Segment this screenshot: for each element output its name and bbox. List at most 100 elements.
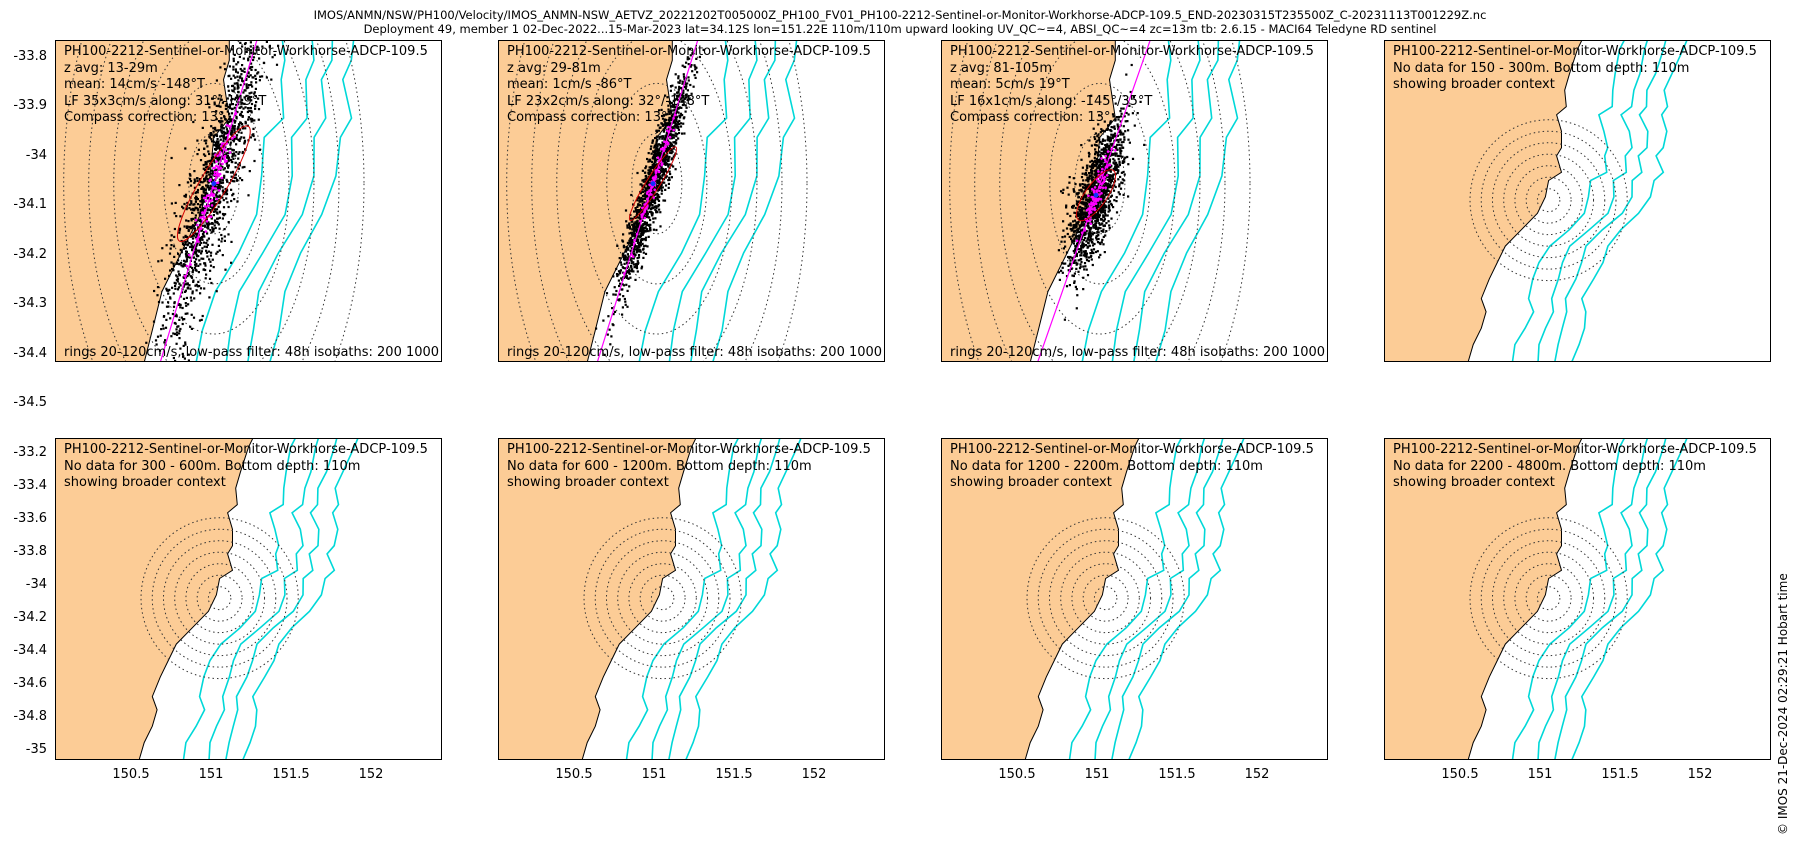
velocity-point (1069, 255, 1072, 259)
velocity-point (641, 202, 644, 205)
lowpass-point (1098, 193, 1101, 196)
velocity-point (649, 223, 652, 226)
velocity-point (1108, 179, 1111, 182)
lowpass-point (1088, 209, 1091, 212)
velocity-point (167, 289, 170, 292)
velocity-point (666, 113, 669, 116)
velocity-point (242, 107, 245, 110)
velocity-point (664, 184, 668, 187)
velocity-point (195, 253, 198, 256)
velocity-point (231, 148, 234, 151)
lowpass-point (201, 215, 205, 219)
velocity-point (640, 183, 643, 186)
velocity-point (671, 113, 674, 116)
velocity-point (227, 166, 230, 169)
velocity-point (207, 150, 210, 153)
velocity-point (171, 286, 174, 289)
velocity-point (1106, 187, 1109, 190)
velocity-point (228, 120, 231, 123)
lowpass-point (669, 127, 672, 131)
velocity-point (1074, 235, 1078, 238)
velocity-point (1072, 274, 1075, 278)
velocity-point (177, 252, 180, 255)
velocity-point (206, 186, 209, 189)
velocity-point (676, 97, 679, 100)
lowpass-point (660, 147, 664, 151)
velocity-point (1071, 239, 1074, 242)
velocity-point (169, 269, 172, 272)
velocity-point (633, 216, 636, 219)
velocity-point (188, 203, 191, 206)
velocity-point (224, 268, 227, 271)
velocity-point (669, 116, 673, 120)
velocity-point (230, 99, 233, 102)
velocity-point (159, 334, 162, 337)
velocity-point (235, 70, 238, 73)
velocity-point (191, 235, 194, 238)
velocity-point (206, 223, 209, 226)
lowpass-point (646, 197, 649, 200)
mean-vector-marker (1093, 192, 1099, 198)
velocity-point (180, 251, 183, 254)
velocity-point (245, 94, 248, 97)
velocity-point (209, 159, 212, 162)
lowpass-point (220, 176, 224, 180)
velocity-point (214, 185, 217, 188)
velocity-point (249, 45, 252, 48)
velocity-point (1089, 190, 1092, 193)
velocity-point (227, 159, 230, 162)
velocity-point (197, 271, 200, 274)
velocity-point (1088, 165, 1092, 168)
speed-ring (207, 586, 232, 611)
velocity-point (215, 191, 219, 194)
velocity-point (635, 226, 638, 229)
velocity-point (218, 120, 221, 123)
velocity-point (1071, 229, 1074, 232)
velocity-point (1084, 208, 1087, 211)
velocity-point (215, 79, 218, 82)
mean-vector-marker (211, 181, 217, 187)
velocity-point (209, 260, 212, 263)
velocity-point (675, 124, 678, 127)
velocity-point (1103, 164, 1106, 167)
panel-top-1-line-2: z avg: 13-29m (64, 60, 158, 76)
velocity-point (1128, 141, 1131, 144)
xtick: 151.5 (272, 767, 310, 782)
velocity-point (1079, 217, 1082, 220)
velocity-point (1098, 201, 1101, 204)
velocity-point (1088, 174, 1091, 177)
velocity-point (1104, 200, 1107, 203)
velocity-point (661, 181, 665, 184)
velocity-point (1087, 180, 1090, 183)
lowpass-point (223, 154, 227, 158)
velocity-point (622, 284, 626, 287)
velocity-point (650, 145, 653, 148)
velocity-point (681, 132, 684, 135)
isobath-line (225, 439, 338, 759)
velocity-point (690, 92, 693, 95)
velocity-point (666, 123, 669, 127)
velocity-point (189, 184, 193, 187)
velocity-point (641, 198, 644, 201)
velocity-point (1105, 185, 1108, 188)
velocity-point (234, 161, 237, 164)
velocity-point (648, 216, 651, 219)
velocity-point (653, 201, 656, 204)
velocity-point (202, 231, 205, 234)
velocity-point (639, 236, 642, 239)
velocity-point (233, 198, 236, 201)
velocity-point (1117, 118, 1120, 121)
velocity-point (169, 247, 172, 250)
velocity-point (234, 120, 237, 123)
speed-ring (63, 41, 365, 361)
velocity-point (656, 175, 660, 178)
lowpass-point (214, 187, 218, 190)
lowpass-point (1089, 218, 1092, 222)
velocity-point (662, 199, 665, 202)
velocity-point (184, 260, 187, 263)
velocity-point (1113, 134, 1116, 137)
land-mass (942, 439, 1140, 759)
velocity-point (197, 211, 200, 214)
velocity-point (1097, 231, 1100, 234)
